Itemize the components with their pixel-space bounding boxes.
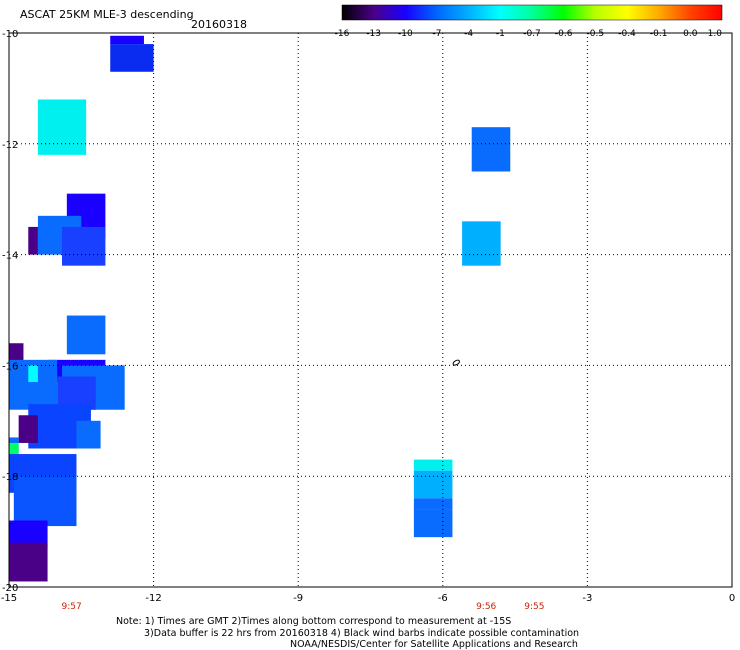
data-cell-0	[110, 35, 144, 45]
contour-mark	[452, 359, 460, 366]
x-tick-label: -12	[145, 593, 161, 604]
colorbar-label: -4	[464, 29, 473, 39]
y-tick-label: -20	[2, 583, 18, 594]
colorbar-label: -7	[433, 29, 442, 39]
colorbar-label: -0.4	[618, 29, 636, 39]
map-title: ASCAT 25KM MLE-3 descending	[20, 8, 194, 21]
colorbar	[341, 4, 723, 21]
data-cell-24	[9, 542, 48, 582]
data-cell-20	[9, 442, 19, 455]
x-tick-label: -15	[1, 593, 17, 604]
colorbar-label: -0.6	[555, 29, 573, 39]
data-cell-9	[66, 315, 106, 355]
note-line-3: NOAA/NESDIS/Center for Satellite Applica…	[290, 639, 578, 650]
y-tick-label: -10	[2, 29, 18, 40]
x-tick-label: -6	[438, 593, 448, 604]
data-cell-3	[471, 127, 511, 172]
data-cell-8	[462, 221, 501, 266]
y-tick-label: -14	[2, 251, 18, 262]
data-cell-27	[413, 498, 453, 510]
time-label: 9:55	[524, 602, 544, 612]
data-cell-7	[28, 226, 38, 255]
colorbar-label: -0.7	[523, 29, 541, 39]
data-cell-1	[110, 44, 154, 72]
map-date: 20160318	[191, 18, 247, 31]
x-tick-label: -9	[293, 593, 303, 604]
data-cell-2	[37, 99, 87, 155]
colorbar-label: -13	[366, 29, 381, 39]
data-cell-26	[413, 470, 453, 499]
x-tick-label: -3	[582, 593, 592, 604]
data-cell-14	[28, 365, 38, 383]
data-cell-25	[413, 459, 453, 471]
x-tick-label: 0	[729, 593, 735, 604]
time-label: 9:56	[476, 602, 496, 612]
data-cell-22	[13, 476, 77, 527]
colorbar-label: -10	[398, 29, 413, 39]
time-label: 9:57	[62, 602, 82, 612]
data-cell-28	[413, 509, 453, 538]
colorbar-label: -0.5	[587, 29, 605, 39]
y-tick-label: -18	[2, 472, 18, 483]
colorbar-label: 1.0	[708, 29, 723, 39]
plot-frame	[8, 32, 733, 588]
y-tick-label: -16	[2, 361, 18, 372]
data-cell-18	[18, 415, 38, 443]
colorbar-label: -16	[335, 29, 350, 39]
y-tick-label: -12	[2, 140, 18, 151]
note-line-2: 3)Data buffer is 22 hrs from 20160318 4)…	[144, 628, 580, 639]
colorbar-label: 0.0	[683, 29, 698, 39]
colorbar-label: -0.1	[650, 29, 668, 39]
data-cell-6	[62, 226, 106, 266]
colorbar-label: -1	[496, 29, 505, 39]
data-cell-17	[76, 420, 101, 449]
note-line-1: Note: 1) Times are GMT 2)Times along bot…	[116, 616, 512, 627]
